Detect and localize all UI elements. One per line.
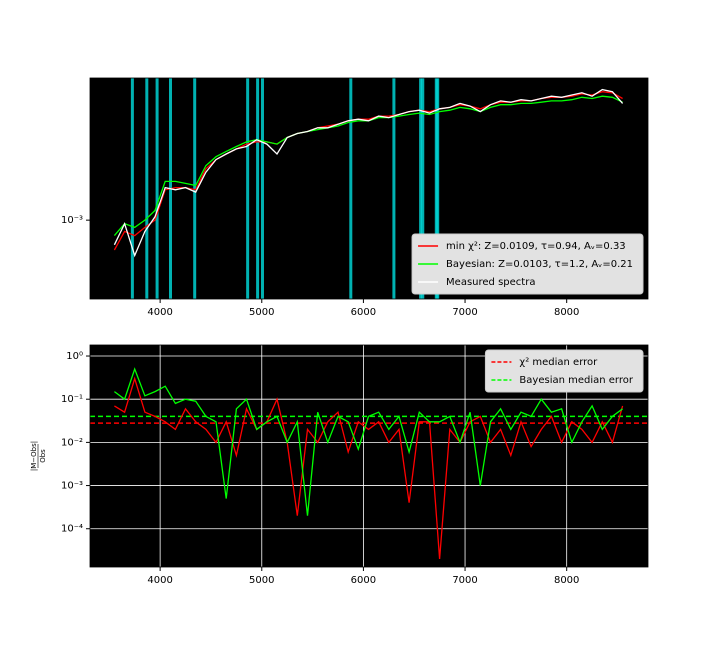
- legend-label: min χ²: Z=0.0109, τ=0.94, Aᵥ=0.33: [446, 241, 626, 252]
- x-tick-label: 5000: [249, 575, 274, 586]
- x-tick-label: 7000: [452, 575, 477, 586]
- emission-line: [193, 78, 197, 299]
- legend-box: [411, 233, 644, 295]
- series-line: [113, 88, 624, 258]
- y-label-numerator: |M−Obs|: [30, 441, 38, 471]
- y-axis-label: |M−Obs| Obs: [30, 441, 47, 471]
- emission-line: [419, 78, 423, 299]
- legend-label: Measured spectra: [446, 277, 535, 288]
- legend-label: Bayesian median error: [519, 375, 633, 386]
- legend: min χ²: Z=0.0109, τ=0.94, Aᵥ=0.33 Bayesia…: [411, 233, 644, 295]
- y-tick-label: 10⁻³: [61, 481, 83, 492]
- x-tick-label: 6000: [351, 307, 376, 318]
- emission-line: [260, 78, 264, 299]
- emission-line: [145, 78, 149, 299]
- emission-line: [256, 78, 260, 299]
- series-line: [114, 367, 623, 516]
- x-tick-label: 4000: [147, 307, 172, 318]
- legend: χ² median error Bayesian median error: [484, 349, 644, 393]
- x-tick-label: 6000: [351, 575, 376, 586]
- plot-content: [90, 345, 648, 567]
- x-tick-label: 8000: [554, 575, 579, 586]
- emission-line: [436, 78, 440, 299]
- plot-content: [113, 78, 624, 299]
- y-tick-label: 10⁻⁴: [61, 524, 83, 535]
- y-tick-label: 10⁻³: [61, 215, 83, 226]
- legend-box: [484, 349, 644, 393]
- y-tick-label: 10⁰: [66, 351, 83, 362]
- emission-line: [349, 78, 353, 299]
- y-tick-label: 10⁻²: [61, 437, 83, 448]
- x-tick-label: 4000: [147, 575, 172, 586]
- legend-label: χ² median error: [519, 357, 598, 368]
- axes-frame: [89, 77, 649, 300]
- emission-line: [155, 78, 159, 299]
- series-line: [114, 376, 624, 559]
- emission-line: [130, 78, 134, 299]
- y-label-denominator: Obs: [39, 449, 47, 463]
- x-tick-label: 8000: [554, 307, 579, 318]
- x-tick-label: 7000: [452, 307, 477, 318]
- axes-frame: [89, 344, 649, 568]
- y-tick-label: 10⁻¹: [61, 394, 83, 405]
- emission-line: [421, 78, 425, 299]
- x-tick-label: 5000: [249, 307, 274, 318]
- emission-line: [246, 78, 250, 299]
- emission-line: [392, 78, 396, 299]
- legend-label: Bayesian: Z=0.0103, τ=1.2, Aᵥ=0.21: [446, 259, 633, 270]
